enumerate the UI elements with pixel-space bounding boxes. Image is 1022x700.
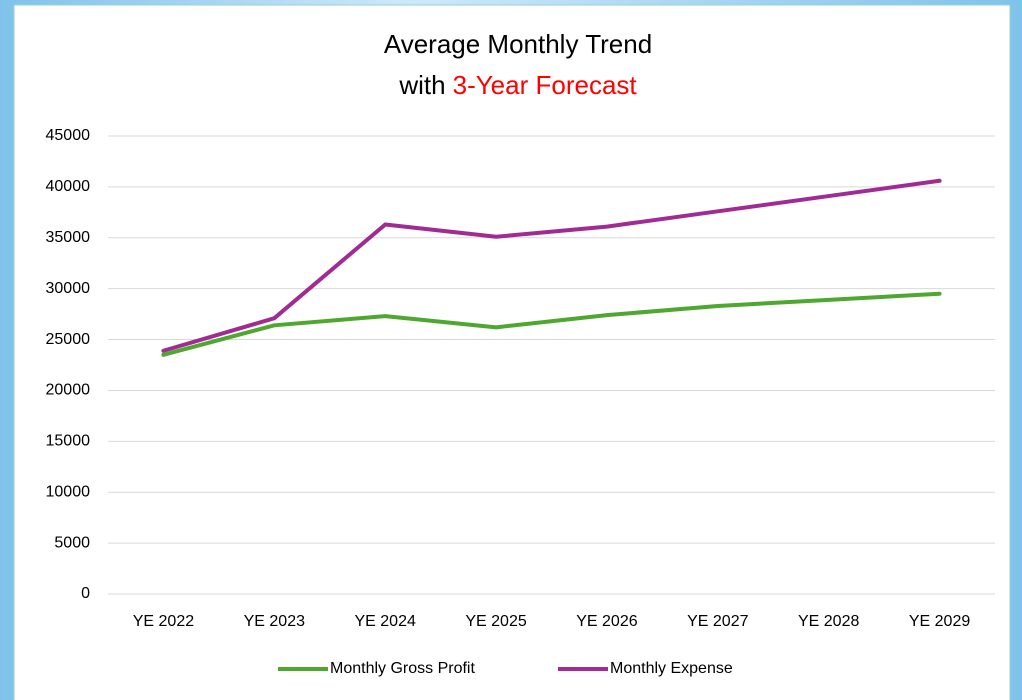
y-tick-label: 15000 xyxy=(46,433,91,450)
series-line xyxy=(161,178,942,353)
y-tick-label: 40000 xyxy=(46,178,91,195)
y-tick-label: 25000 xyxy=(46,331,91,348)
x-tick-label: YE 2027 xyxy=(687,613,748,630)
legend-label: Monthly Gross Profit xyxy=(330,660,475,677)
x-tick-label: YE 2024 xyxy=(354,613,415,630)
x-tick-label: YE 2022 xyxy=(133,613,194,630)
y-tick-label: 45000 xyxy=(46,127,91,144)
x-tick-label: YE 2029 xyxy=(909,613,970,630)
subtitle-part: with xyxy=(398,70,445,100)
y-tick-label: 5000 xyxy=(54,534,90,551)
y-tick-label: 0 xyxy=(81,585,90,602)
subtitle-part: 3-Year Forecast xyxy=(453,70,638,100)
y-tick-label: 35000 xyxy=(46,229,91,246)
y-tick-label: 10000 xyxy=(46,483,91,500)
x-tick-label: YE 2025 xyxy=(465,613,526,630)
x-tick-label: YE 2028 xyxy=(798,613,859,630)
x-tick-label: YE 2023 xyxy=(244,613,305,630)
chart-panel xyxy=(13,4,1011,700)
series-line xyxy=(161,291,942,357)
x-tick-label: YE 2026 xyxy=(576,613,637,630)
chart-subtitle: with 3-Year Forecast xyxy=(398,70,637,100)
legend-label: Monthly Expense xyxy=(610,660,733,677)
y-tick-label: 30000 xyxy=(46,280,91,297)
chart-title: Average Monthly Trend xyxy=(384,29,652,59)
y-tick-label: 20000 xyxy=(46,382,91,399)
